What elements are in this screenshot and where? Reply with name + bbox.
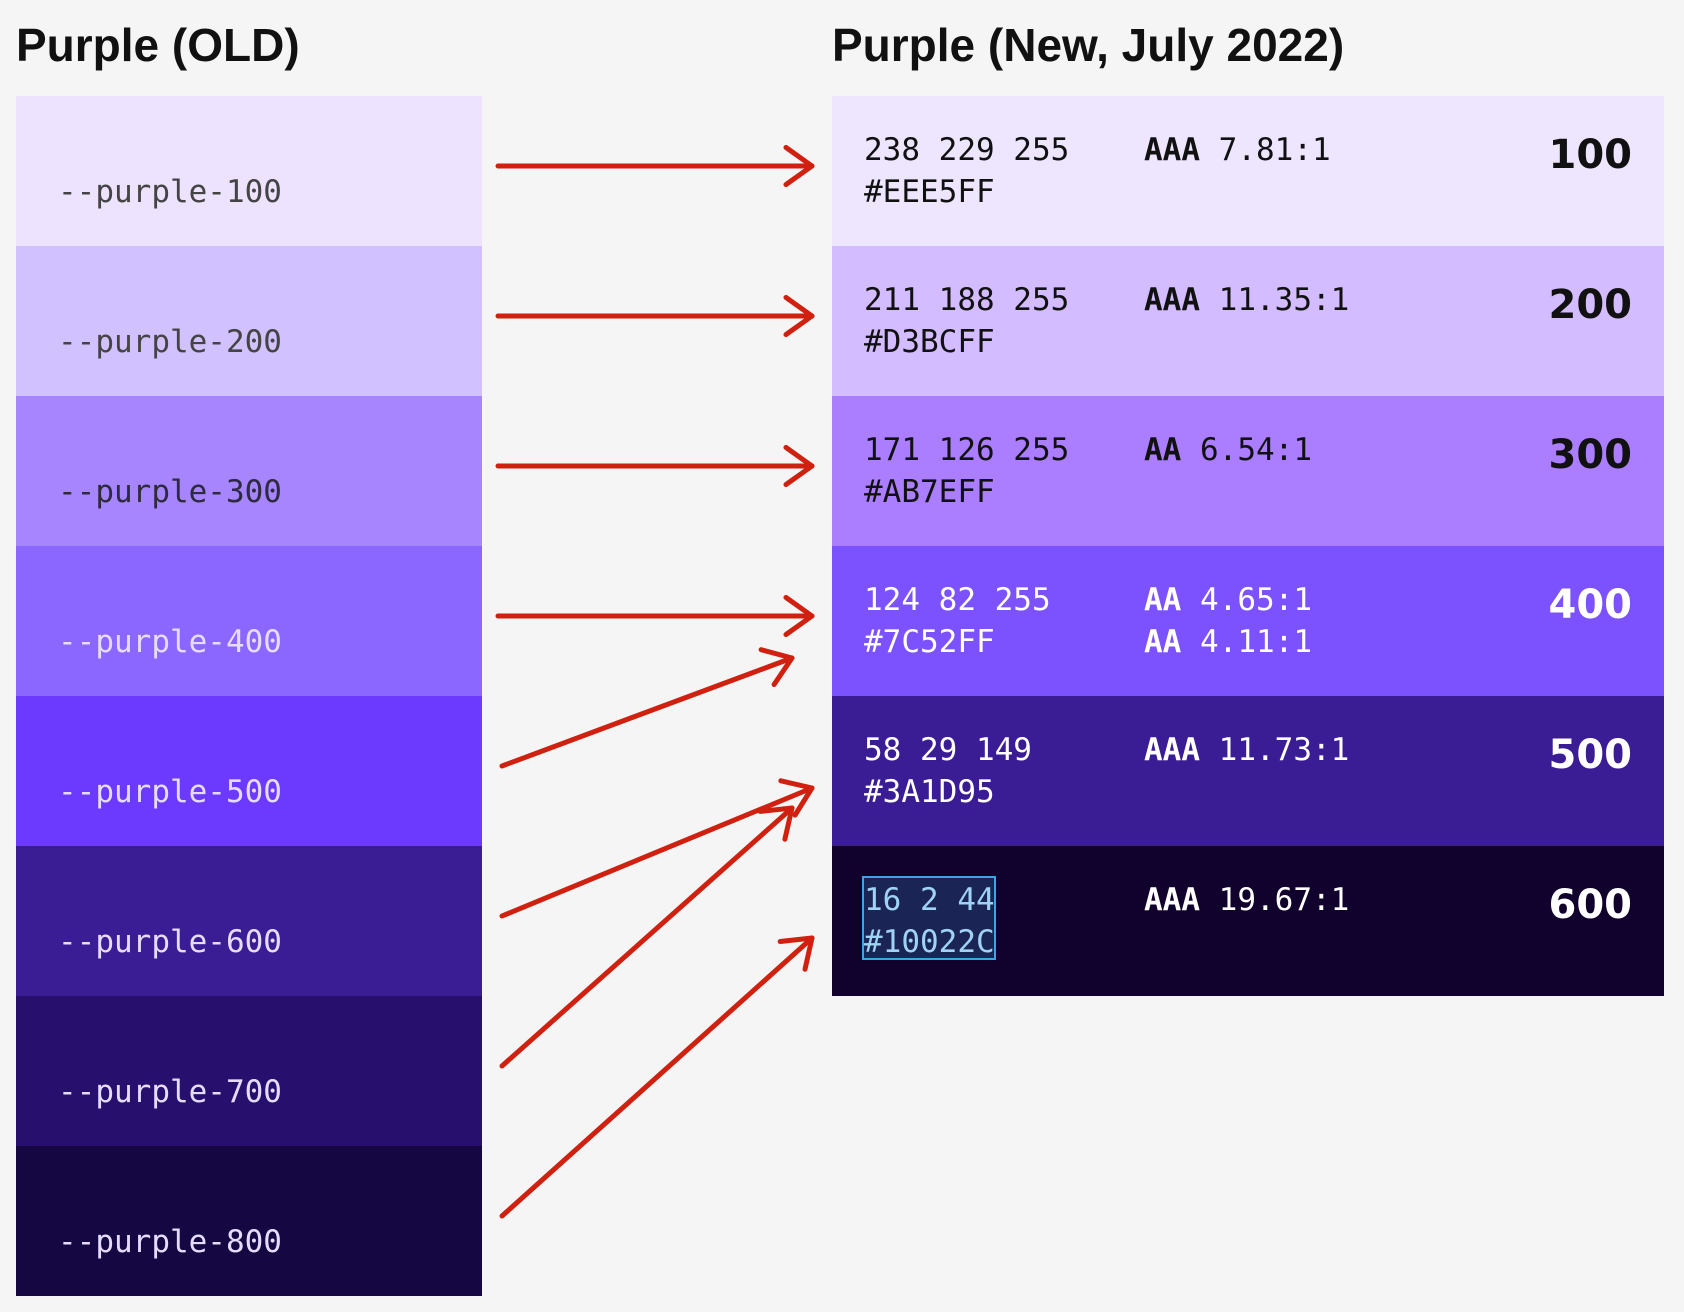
scale-label: 500 bbox=[1548, 732, 1633, 778]
mapping-arrow bbox=[499, 647, 795, 769]
new-palette-title: Purple (New, July 2022) bbox=[832, 19, 1345, 71]
scale-label: 400 bbox=[1548, 582, 1633, 628]
old-token-label: --purple-700 bbox=[58, 1074, 282, 1110]
hex-value: #AB7EFF bbox=[864, 474, 995, 510]
old-swatch-purple-100: --purple-100 bbox=[16, 96, 482, 246]
contrast-ratio: 7.81:1 bbox=[1218, 132, 1331, 168]
scale-label: 100 bbox=[1548, 132, 1633, 178]
rgb-value[interactable]: 16 2 44 bbox=[864, 882, 995, 918]
hex-value: #3A1D95 bbox=[864, 774, 995, 810]
new-palette-column: 238 229 255 #EEE5FF AAA 7.81:1 100 211 188 2… bbox=[832, 96, 1664, 996]
old-palette-title: Purple (OLD) bbox=[16, 19, 300, 71]
old-token-label: --purple-100 bbox=[58, 174, 282, 210]
contrast-rating: AAA 7.81:1 bbox=[1144, 132, 1331, 168]
scale-label: 300 bbox=[1548, 432, 1633, 478]
scale-label: 200 bbox=[1548, 282, 1633, 328]
mapping-arrow bbox=[499, 778, 815, 919]
old-swatch-purple-300: --purple-300 bbox=[16, 396, 482, 546]
contrast-level: AA bbox=[1144, 582, 1182, 618]
mapping-arrow bbox=[499, 935, 815, 1219]
text-selection-highlight bbox=[862, 876, 996, 960]
old-palette-column: --purple-100 --purple-200 --purple-300 --pu… bbox=[16, 96, 482, 1296]
rgb-value: 124 82 255 bbox=[864, 582, 1051, 618]
contrast-level: AAA bbox=[1144, 282, 1200, 318]
mapping-arrow bbox=[499, 805, 795, 1069]
old-swatch-purple-700: --purple-700 bbox=[16, 996, 482, 1146]
old-swatch-purple-200: --purple-200 bbox=[16, 246, 482, 396]
old-token-label: --purple-400 bbox=[58, 624, 282, 660]
old-swatch-purple-400: --purple-400 bbox=[16, 546, 482, 696]
rgb-value: 58 29 149 bbox=[864, 732, 1032, 768]
contrast-ratio: 11.35:1 bbox=[1218, 282, 1350, 318]
old-token-label: --purple-800 bbox=[58, 1224, 282, 1260]
contrast-rating: AA 6.54:1 bbox=[1144, 432, 1312, 468]
old-token-label: --purple-200 bbox=[58, 324, 282, 360]
contrast-rating: AAA 11.35:1 bbox=[1144, 282, 1349, 318]
hex-value: #EEE5FF bbox=[864, 174, 995, 210]
new-swatch-600: 16 2 44 #10022C AAA 19.67:1 600 bbox=[832, 846, 1664, 996]
new-swatch-200: 211 188 255 #D3BCFF AAA 11.35:1 200 bbox=[832, 246, 1664, 396]
contrast-level: AA bbox=[1144, 624, 1182, 660]
old-swatch-purple-500: --purple-500 bbox=[16, 696, 482, 846]
hex-value[interactable]: #10022C bbox=[864, 924, 995, 960]
scale-label: 600 bbox=[1548, 882, 1633, 928]
hex-value: #D3BCFF bbox=[864, 324, 995, 360]
contrast-rating: AAA 11.73:1 bbox=[1144, 732, 1349, 768]
old-swatch-purple-800: --purple-800 bbox=[16, 1146, 482, 1296]
old-token-label: --purple-500 bbox=[58, 774, 282, 810]
contrast-level: AAA bbox=[1144, 732, 1200, 768]
contrast-rating: AA 4.65:1 bbox=[1144, 582, 1312, 618]
new-swatch-300: 171 126 255 #AB7EFF AA 6.54:1 300 bbox=[832, 396, 1664, 546]
mapping-arrow bbox=[495, 294, 815, 338]
mapping-arrow bbox=[495, 444, 815, 488]
contrast-rating: AA 4.11:1 bbox=[1144, 624, 1312, 660]
contrast-ratio: 4.11:1 bbox=[1200, 624, 1312, 660]
new-swatch-400: 124 82 255 #7C52FF AA 4.65:1 AA 4.11:1 400 bbox=[832, 546, 1664, 696]
contrast-level: AAA bbox=[1144, 132, 1200, 168]
contrast-level: AAA bbox=[1144, 882, 1200, 918]
contrast-level: AA bbox=[1144, 432, 1182, 468]
hex-value: #7C52FF bbox=[864, 624, 995, 660]
new-swatch-500: 58 29 149 #3A1D95 AAA 11.73:1 500 bbox=[832, 696, 1664, 846]
contrast-rating: AAA 19.67:1 bbox=[1144, 882, 1349, 918]
old-token-label: --purple-300 bbox=[58, 474, 282, 510]
contrast-ratio: 4.65:1 bbox=[1200, 582, 1312, 618]
rgb-value: 211 188 255 bbox=[864, 282, 1070, 318]
rgb-value: 238 229 255 bbox=[864, 132, 1070, 168]
mapping-arrow bbox=[495, 594, 815, 638]
contrast-ratio: 19.67:1 bbox=[1218, 882, 1350, 918]
contrast-ratio: 6.54:1 bbox=[1200, 432, 1312, 468]
old-swatch-purple-600: --purple-600 bbox=[16, 846, 482, 996]
rgb-value: 171 126 255 bbox=[864, 432, 1070, 468]
old-token-label: --purple-600 bbox=[58, 924, 282, 960]
new-swatch-100: 238 229 255 #EEE5FF AAA 7.81:1 100 bbox=[832, 96, 1664, 246]
mapping-arrow bbox=[495, 144, 815, 188]
contrast-ratio: 11.73:1 bbox=[1218, 732, 1350, 768]
